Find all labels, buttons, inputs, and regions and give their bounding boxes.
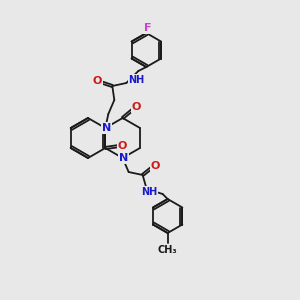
Text: O: O xyxy=(118,141,127,151)
Text: N: N xyxy=(119,153,128,163)
Text: NH: NH xyxy=(128,75,145,85)
Text: O: O xyxy=(132,102,141,112)
Text: O: O xyxy=(151,161,160,171)
Text: CH₃: CH₃ xyxy=(158,245,178,255)
Text: NH: NH xyxy=(141,187,157,197)
Text: O: O xyxy=(93,76,102,86)
Text: N: N xyxy=(102,123,111,133)
Text: F: F xyxy=(144,23,151,33)
